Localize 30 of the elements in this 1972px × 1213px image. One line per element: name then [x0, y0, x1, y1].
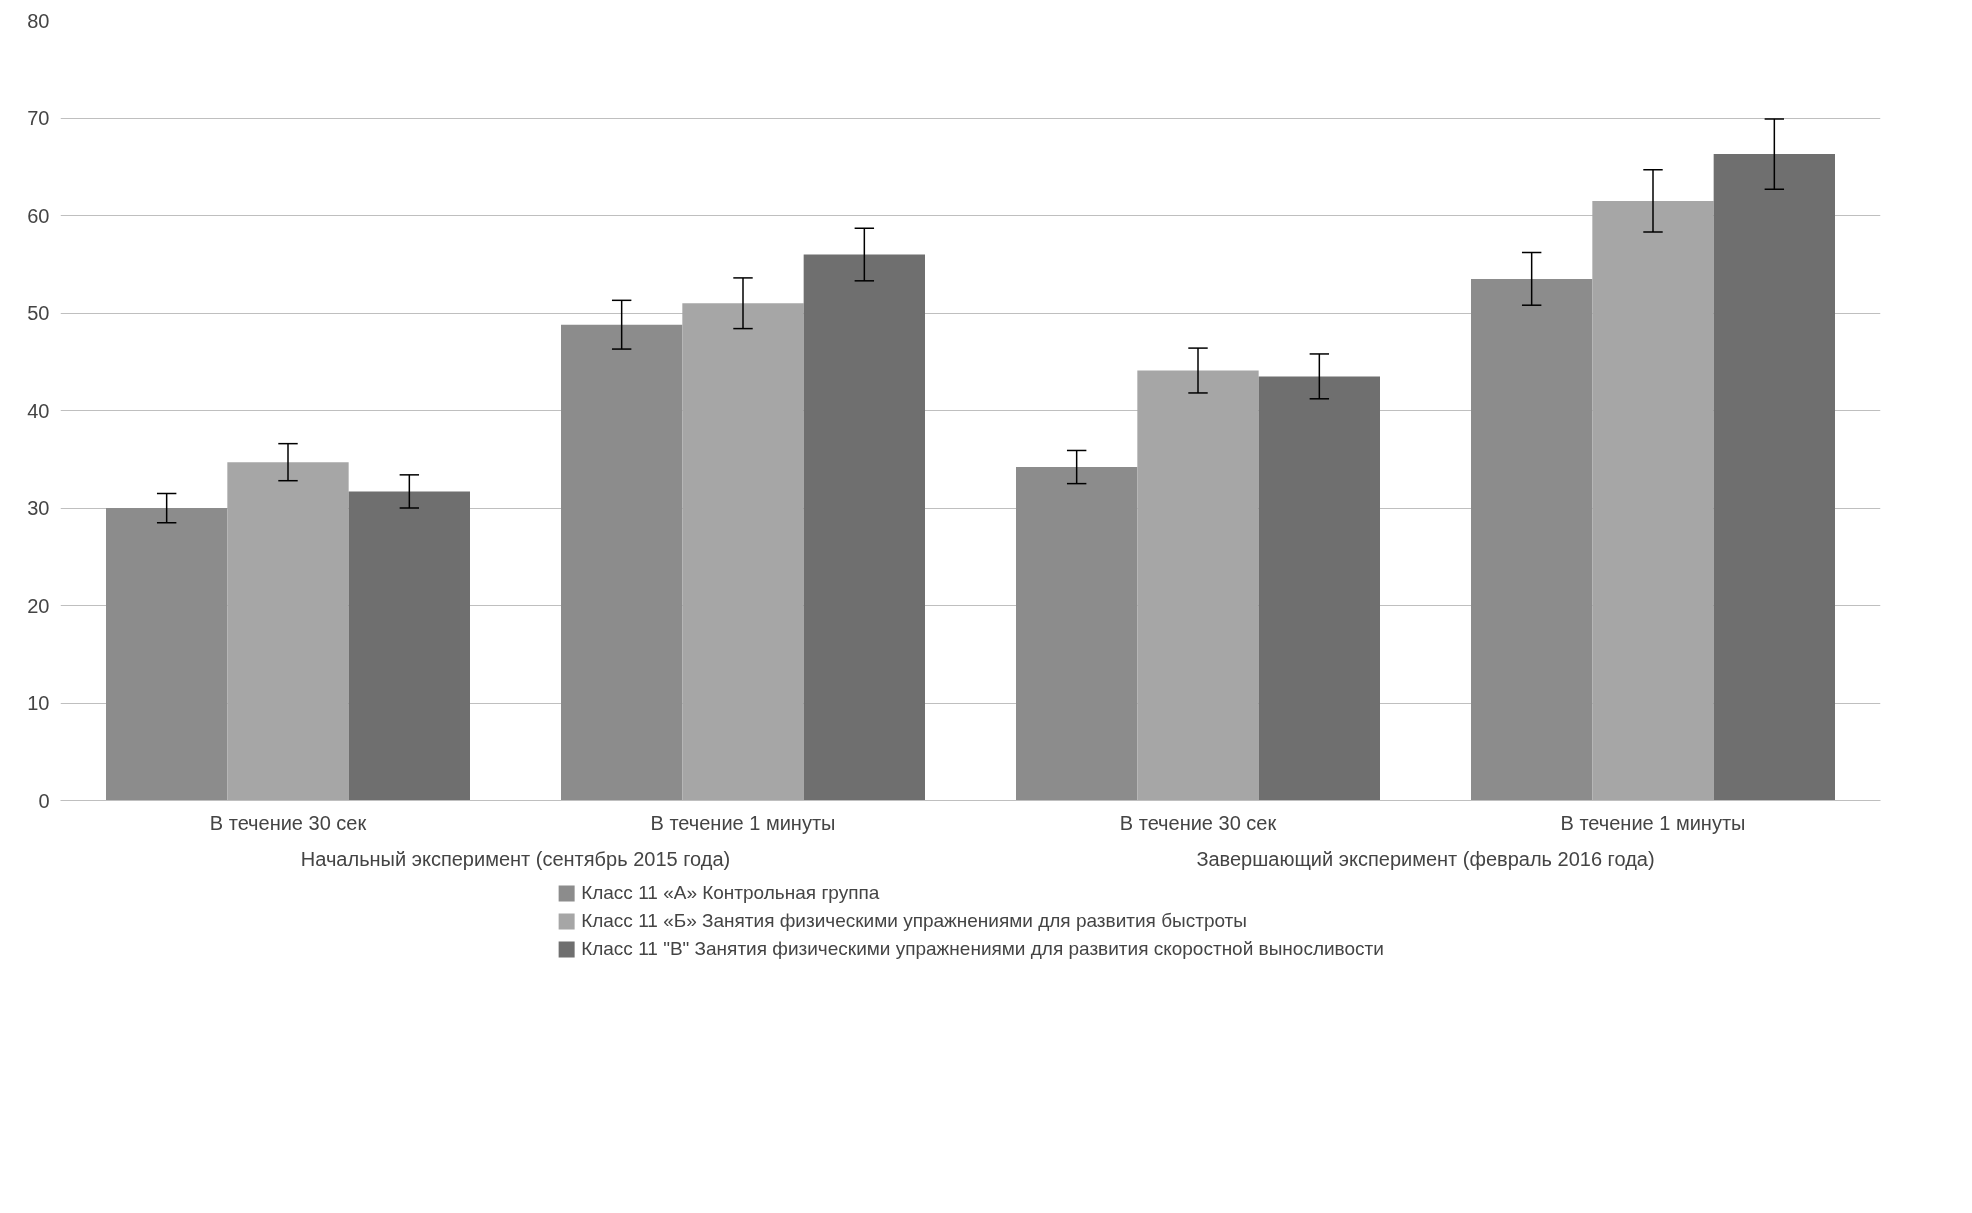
- bar: [1016, 467, 1138, 801]
- bar: [682, 303, 804, 801]
- y-tick-label: 50: [27, 302, 50, 324]
- y-tick-label: 10: [27, 692, 50, 714]
- y-tick-label: 20: [27, 594, 50, 617]
- x-tick-label: В течение 1 минуты: [1560, 811, 1746, 834]
- bar: [561, 324, 683, 801]
- y-tick-label: 60: [27, 204, 50, 227]
- y-tick-label: 70: [27, 107, 50, 129]
- y-tick-label: 80: [27, 9, 50, 32]
- bar: [1258, 376, 1380, 801]
- x-tick-label: В течение 30 сек: [209, 811, 367, 834]
- bar: [1592, 200, 1714, 801]
- bar: [106, 508, 228, 801]
- y-tick-label: 40: [27, 399, 50, 422]
- bar: [803, 254, 925, 801]
- bar: [348, 491, 470, 801]
- x-tick-label: В течение 30 сек: [1119, 811, 1277, 834]
- legend-label: Класс 11 «А» Контрольная группа: [581, 882, 880, 904]
- y-tick-label: 30: [27, 497, 50, 519]
- legend-label: Класс 11 «Б» Занятия физическими упражнениями для развития быстроты: [581, 910, 1247, 932]
- x-tick-label: В течение 1 минуты: [650, 811, 836, 834]
- text: Начальный эксперимент (сентябрь 2015 года): [300, 847, 731, 870]
- bar: [1471, 278, 1593, 801]
- y-tick-label: 0: [38, 789, 50, 812]
- bar: [1137, 370, 1259, 801]
- bar: [1713, 154, 1835, 801]
- legend-label: Класс 11 "В" Занятия физическими упражнениями для развития скоростной выносливости: [581, 938, 1384, 960]
- bar: [227, 462, 349, 801]
- text: Завершающий эксперимент (февраль 2016 года): [1196, 847, 1655, 870]
